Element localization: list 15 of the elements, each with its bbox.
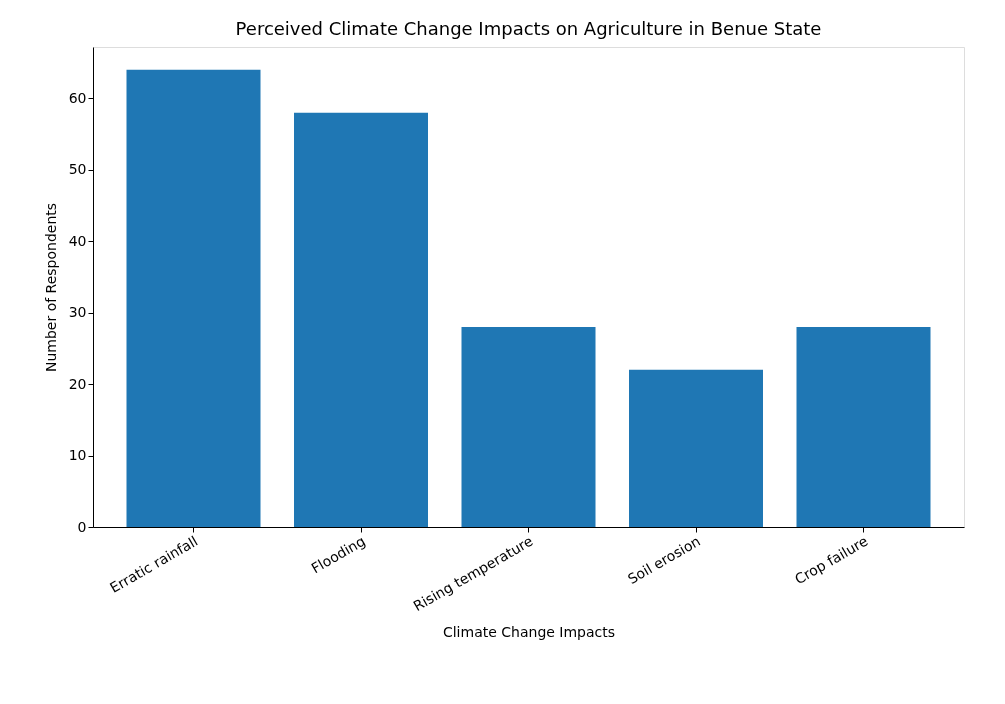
bar (629, 369, 763, 527)
y-tick-label: 20 (68, 375, 87, 392)
x-axis-title: Climate Change Impacts (442, 624, 616, 641)
chart-title: Perceived Climate Change Impacts on Agriculture in Benue State (235, 18, 822, 39)
y-tick-label: 50 (68, 161, 87, 178)
y-tick-label: 0 (77, 518, 87, 535)
bar (294, 112, 428, 527)
bar (126, 69, 261, 527)
bar (461, 327, 596, 527)
y-tick-label: 60 (68, 89, 87, 106)
y-tick-label: 30 (68, 304, 87, 321)
y-tick-label: 40 (68, 232, 87, 249)
bar (796, 327, 931, 527)
y-axis-title: Number of Respondents (42, 202, 59, 373)
y-tick-label: 10 (68, 447, 87, 464)
